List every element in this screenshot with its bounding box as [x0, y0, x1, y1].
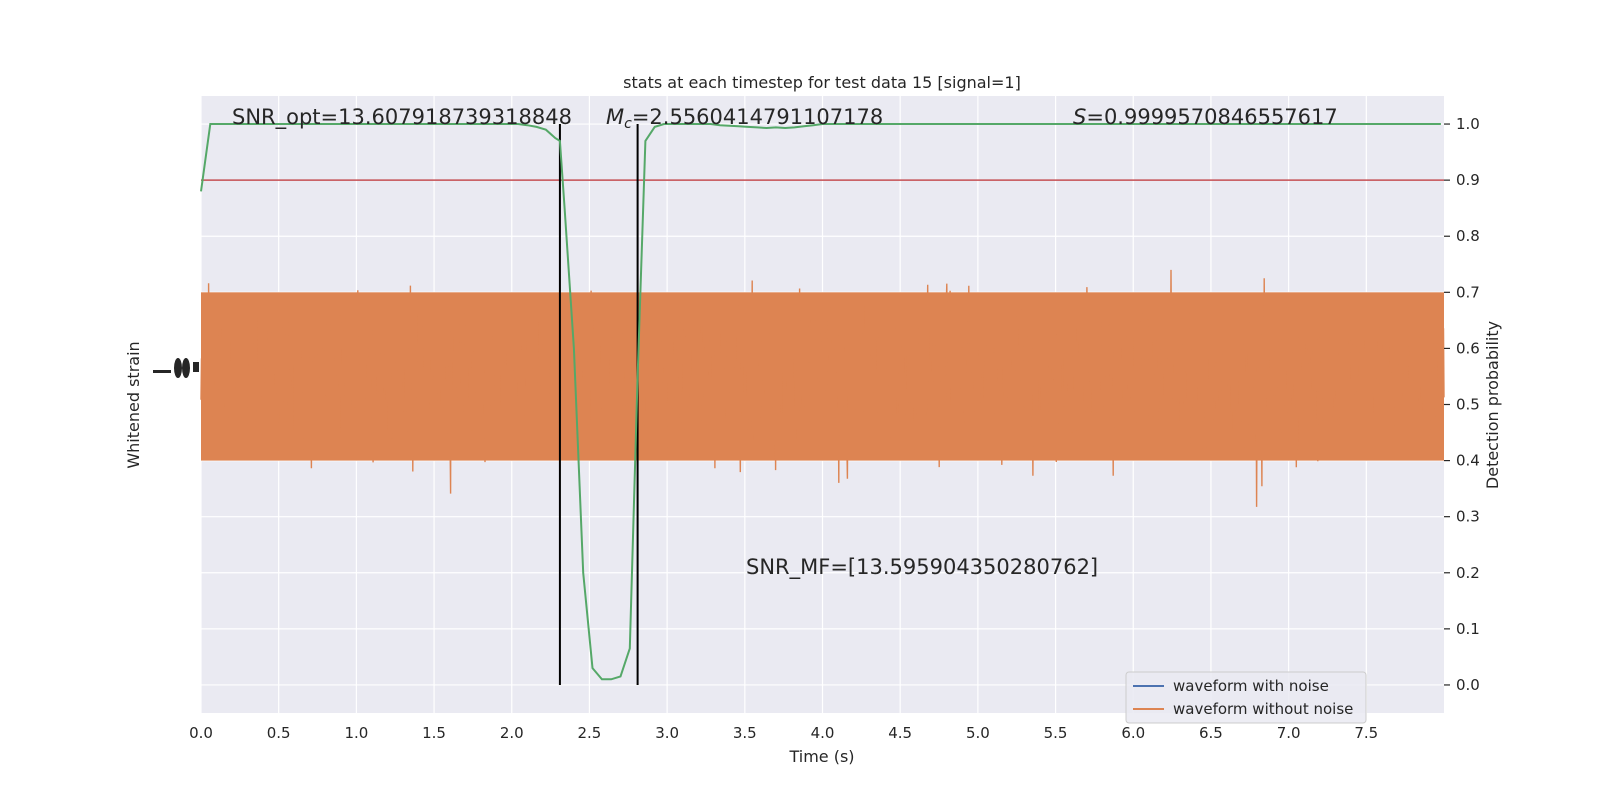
- chirp-mass-annotation: Mc=2.5560414791107178: [606, 105, 883, 132]
- y-tick-label: 0.0: [1456, 676, 1480, 694]
- y-tick-label: 0.2: [1456, 564, 1480, 582]
- chirp-mass-value: =2.5560414791107178: [632, 105, 883, 129]
- x-tick-label: 4.0: [811, 724, 835, 742]
- waveform-without-noise-series: [200, 269, 1445, 507]
- left-axis-tick-glyphs: [153, 358, 199, 378]
- y-tick-label: 0.7: [1456, 283, 1480, 301]
- legend-label-without-noise: waveform without noise: [1173, 700, 1353, 718]
- y-tick-label: 0.4: [1456, 452, 1480, 470]
- snr-opt-annotation: SNR_opt=13.607918739318848: [232, 105, 572, 130]
- x-tick-label: 5.5: [1044, 724, 1068, 742]
- statistic-symbol: S: [1073, 105, 1086, 129]
- y-tick-label: 0.3: [1456, 508, 1480, 526]
- x-tick-label: 6.0: [1121, 724, 1145, 742]
- chart-title: stats at each timestep for test data 15 …: [623, 73, 1021, 92]
- x-tick-label: 0.5: [267, 724, 291, 742]
- y-axis-left-label: Whitened strain: [124, 341, 143, 468]
- snr-mf-annotation: SNR_MF=[13.595904350280762]: [746, 555, 1098, 580]
- x-tick-label: 7.5: [1354, 724, 1378, 742]
- y-tick-label: 0.9: [1456, 171, 1480, 189]
- y-tick-label: 0.6: [1456, 339, 1480, 357]
- y-tick-label: 0.1: [1456, 620, 1480, 638]
- y-axis-right-ticks: 0.0 0.1 0.2 0.3 0.4 0.5 0.6 0.7 0.8 0.9 1.0: [1444, 115, 1480, 694]
- y-tick-label: 0.8: [1456, 227, 1480, 245]
- legend-box: [1125, 671, 1367, 724]
- waveform-without-noise-line: [200, 269, 1445, 507]
- x-axis-ticks: 0.0 0.5 1.0 1.5 2.0 2.5 3.0 3.5 4.0 4.5 5.0 5.5 6.0 6…: [189, 724, 1378, 742]
- x-tick-label: 5.0: [966, 724, 990, 742]
- x-tick-label: 0.0: [189, 724, 213, 742]
- x-tick-label: 3.0: [655, 724, 679, 742]
- detection-probability-line: [200, 123, 1441, 681]
- x-tick-label: 7.0: [1277, 724, 1301, 742]
- x-tick-label: 2.0: [500, 724, 524, 742]
- x-tick-label: 6.5: [1199, 724, 1223, 742]
- y-axis-right-label: Detection probability: [1483, 321, 1502, 489]
- statistic-annotation: S=0.9999570846557617: [1073, 105, 1338, 129]
- x-tick-label: 4.5: [888, 724, 912, 742]
- x-tick-label: 1.5: [422, 724, 446, 742]
- x-tick-label: 1.0: [344, 724, 368, 742]
- chirp-mass-subscript: c: [624, 116, 632, 132]
- chirp-mass-symbol: M: [606, 105, 624, 129]
- x-tick-label: 2.5: [578, 724, 602, 742]
- x-axis-label: Time (s): [788, 747, 854, 766]
- legend-label-with-noise: waveform with noise: [1173, 677, 1329, 695]
- legend: waveform with noise waveform without noi…: [1125, 671, 1367, 724]
- y-tick-label: 1.0: [1456, 115, 1480, 133]
- y-tick-label: 0.5: [1456, 396, 1480, 414]
- statistic-value: =0.9999570846557617: [1086, 105, 1337, 129]
- x-tick-label: 3.5: [733, 724, 757, 742]
- overlay-lines: [200, 123, 1444, 685]
